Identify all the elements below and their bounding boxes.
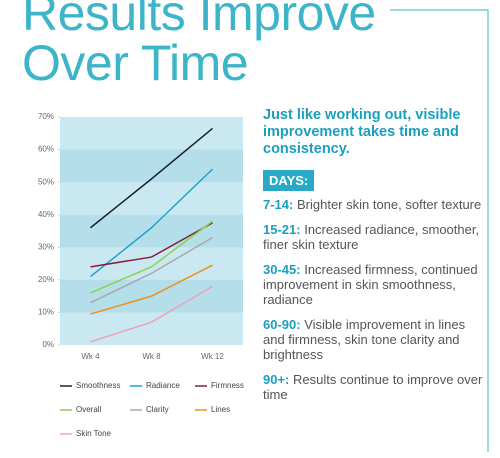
sidebar-heading: Just like working out, visible improveme… [263,107,461,157]
plot-band [60,149,243,183]
day-text: Visible improvement in lines and firmnes… [263,317,466,362]
series-line [90,222,213,268]
series-line [90,127,213,229]
plot-band [60,214,243,248]
day-item: 7-14: Brighter skin tone, softer texture [263,197,488,212]
page-title: Results Improve Over Time [22,0,376,91]
day-range: 30-45: [263,262,301,277]
x-tick-label: Wk 4 [81,352,100,361]
series-line [90,264,213,315]
day-text: Brighter skin tone, softer texture [296,197,482,212]
y-tick-label: 0% [42,340,54,349]
sidebar: Just like working out, visible improveme… [263,107,488,412]
legend-label: Radiance [146,381,180,390]
y-tick-label: 10% [38,308,54,317]
y-tick-label: 70% [38,112,54,121]
day-range: 7-14: [263,197,294,212]
days-badge: DAYS: [263,170,315,191]
y-tick-label: 20% [38,275,54,284]
series-line [90,285,213,343]
legend-label: Lines [211,405,230,414]
day-text: Increased firmness, continued improvemen… [263,262,478,307]
legend-label: Smoothness [76,381,120,390]
day-text: Increased radiance, smoother, finer skin… [263,222,480,252]
legend-label: Overall [76,405,102,414]
day-item: 60-90: Visible improvement in lines and … [263,317,488,362]
y-tick-label: 40% [38,210,54,219]
series-line [90,236,213,304]
day-item: 15-21: Increased radiance, smoother, fin… [263,222,488,252]
y-tick-label: 30% [38,242,54,251]
day-item: 90+: Results continue to improve over ti… [263,372,488,402]
day-range: 60-90: [263,317,301,332]
y-tick-label: 60% [38,145,54,154]
frame-line [390,9,489,452]
x-tick-label: Wk 12 [201,352,224,361]
legend-label: Firmness [211,381,244,390]
items: 7-14: Brighter skin tone, softer texture… [263,197,488,402]
day-range: 90+: [263,372,290,387]
y-tick-label: 50% [38,177,54,186]
series-line [90,220,213,294]
day-range: 15-21: [263,222,301,237]
legend-label: Skin Tone [76,429,112,438]
series-line [90,168,214,278]
legend-label: Clarity [146,405,169,414]
day-text: Results continue to improve over time [263,372,483,402]
chart: 0% 10% 20% 30% 40% 50% 60% 70% Wk 4 Wk 8 Wk 12 Smoo… [38,112,244,438]
day-item: 30-45: Increased firmness, continued imp… [263,262,488,307]
x-tick-label: Wk 8 [142,352,161,361]
